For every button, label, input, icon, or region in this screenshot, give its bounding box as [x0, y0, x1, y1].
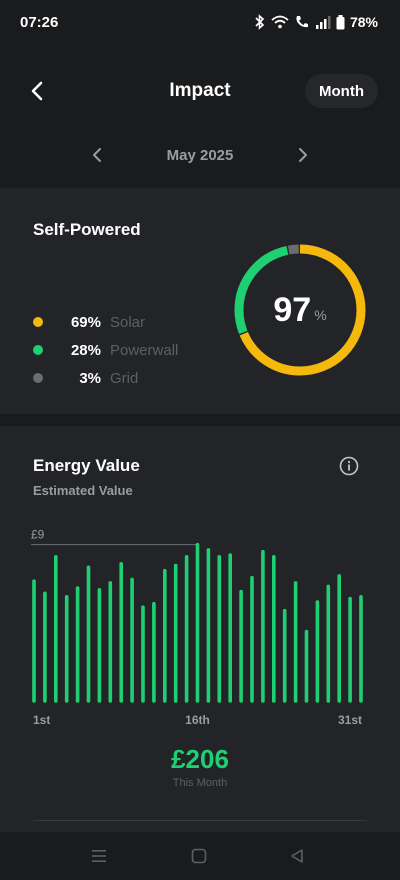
back-button[interactable] — [22, 76, 52, 106]
info-icon — [339, 456, 359, 476]
wifi-icon — [271, 15, 289, 29]
solar-label: Solar — [110, 313, 146, 331]
legend-row-powerwall: 28% Powerwall — [33, 336, 178, 364]
powerwall-label: Powerwall — [110, 341, 179, 359]
chevron-left-icon — [93, 148, 101, 162]
signal-icon — [315, 16, 331, 29]
wifi-call-icon — [296, 16, 308, 28]
self-powered-value: 97 — [273, 290, 312, 329]
energy-value-chart: £9 1st 16th 31st — [31, 528, 363, 726]
system-nav-bar — [0, 832, 400, 880]
info-button[interactable] — [339, 456, 359, 476]
next-month-button[interactable] — [292, 144, 314, 166]
chevron-left-icon — [31, 81, 43, 101]
powerwall-percent: 28% — [70, 341, 101, 359]
month-label: May 2025 — [166, 146, 234, 164]
self-powered-title: Self-Powered — [33, 220, 141, 239]
energy-value-subtitle: Estimated Value — [33, 483, 133, 498]
self-powered-donut — [234, 244, 366, 376]
menu-icon — [92, 850, 106, 862]
x-tick-label-31: 31st — [338, 713, 362, 726]
period-button[interactable]: Month — [305, 74, 378, 108]
bluetooth-icon — [255, 14, 265, 30]
chevron-right-icon — [299, 148, 307, 162]
legend-row-grid: 3% Grid — [33, 364, 178, 392]
status-bar: 07:26 78% — [0, 0, 400, 44]
page-title: Impact — [169, 80, 231, 101]
x-tick-label-1: 1st — [33, 713, 50, 726]
home-square-icon — [191, 848, 207, 864]
donut-segment-powerwall — [234, 244, 366, 376]
self-powered-unit: % — [314, 307, 327, 323]
solar-percent: 69% — [70, 313, 101, 331]
powerwall-dot — [33, 345, 43, 355]
energy-value-card: Energy Value Estimated Value £9 1st 16th 31… — [0, 426, 400, 846]
battery-icon — [336, 14, 345, 29]
month-selector: May 2025 — [0, 138, 400, 172]
self-powered-card: Self-Powered 69% Solar 28% Powerwall 3% … — [0, 188, 400, 414]
divider — [33, 820, 367, 821]
energy-total: £206 — [171, 744, 229, 774]
previous-month-button[interactable] — [86, 144, 108, 166]
status-icons: 78% — [254, 14, 378, 30]
battery-level: 78% — [349, 14, 378, 30]
status-time: 07:26 — [20, 13, 59, 31]
header: Impact Month — [0, 66, 400, 116]
grid-dot — [33, 373, 43, 383]
back-nav-button[interactable] — [287, 846, 307, 866]
donut-segment-solar — [234, 244, 366, 376]
self-powered-legend: 69% Solar 28% Powerwall 3% Grid — [33, 308, 178, 392]
energy-value-title: Energy Value — [33, 456, 140, 475]
back-triangle-icon — [291, 849, 303, 863]
legend-row-solar: 69% Solar — [33, 308, 178, 336]
reference-label: £9 — [31, 528, 45, 542]
grid-percent: 3% — [79, 369, 101, 387]
x-tick-label-16: 16th — [185, 713, 210, 726]
solar-dot — [33, 317, 43, 327]
grid-label: Grid — [110, 369, 139, 387]
donut-center: 97 % — [232, 242, 368, 378]
recents-button[interactable] — [89, 846, 109, 866]
energy-total-caption: This Month — [172, 777, 228, 789]
home-button[interactable] — [189, 846, 209, 866]
